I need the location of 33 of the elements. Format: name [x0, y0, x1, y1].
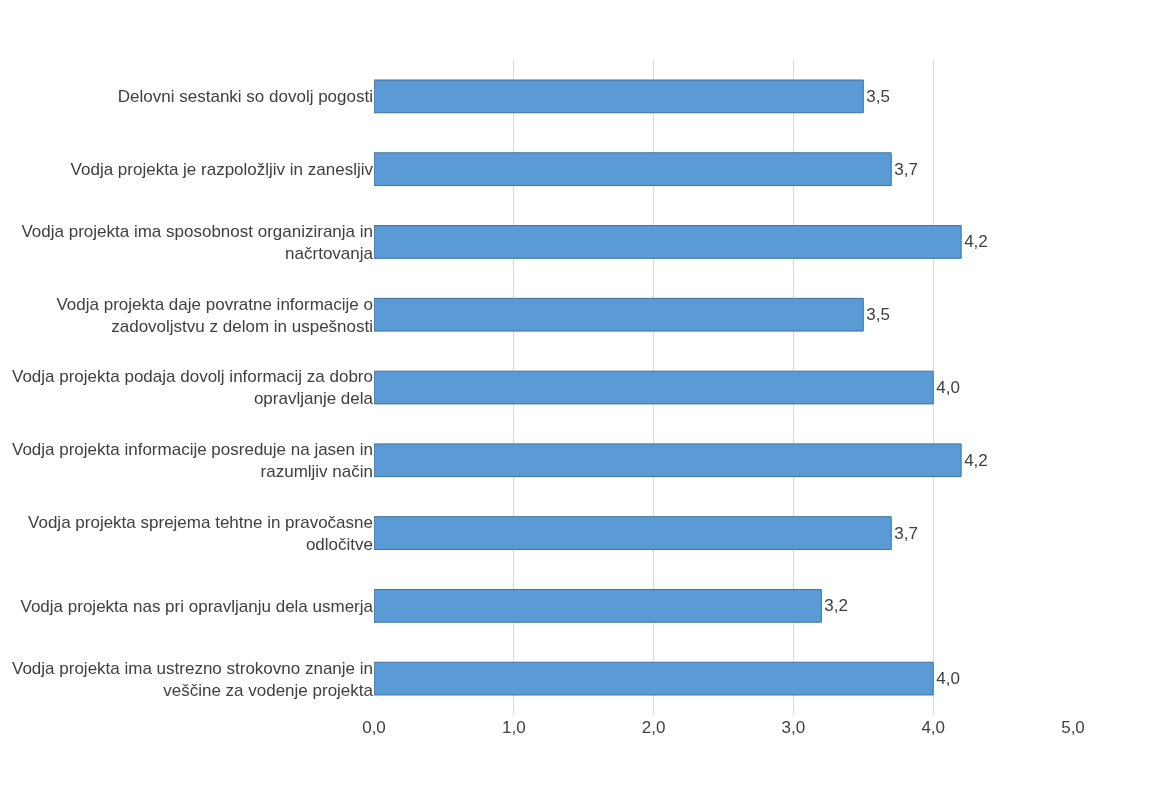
data-label: 3,7 [894, 523, 918, 543]
bar [374, 516, 892, 550]
x-tick-label: 5,0 [1061, 718, 1085, 737]
bar [374, 225, 962, 259]
y-tick-label: Delovni sestanki so dovolj pogosti [117, 87, 373, 107]
bar [374, 370, 934, 405]
bar [374, 297, 864, 332]
bar [374, 588, 822, 623]
data-label: 3,5 [866, 86, 890, 106]
bar [374, 443, 962, 478]
bar [374, 152, 892, 187]
y-tick-label: Vodja projekta ima sposobnost organiziranja in načrtovanja [21, 221, 374, 263]
data-label: 4,2 [964, 232, 988, 252]
y-tick-label: Vodja projekta sprejema tehtne in pravočasne odločitve [28, 512, 373, 555]
x-tick-label: 4,0 [921, 718, 946, 737]
y-tick-label: Vodja projekta nas pri opravljanju dela usmerja [20, 596, 374, 616]
y-tick-label: Vodja projekta ima ustrezno strokovno znanje in veščine za vodenje projekta [12, 658, 374, 700]
x-tick-label: 2,0 [641, 718, 666, 737]
y-tick-label: Vodja projekta podaja dovolj informacij za dobro opravljanje dela [11, 367, 374, 409]
data-label: 4,2 [964, 450, 988, 470]
data-label: 4,0 [936, 378, 960, 398]
data-label: 3,7 [894, 159, 918, 179]
x-tick-label: 1,0 [501, 718, 526, 737]
y-tick-label: Vodja projekta informacije posreduje na jasen in razumljiv način [11, 440, 373, 482]
x-tick-label: 0,0 [362, 718, 386, 737]
x-tick-label: 3,0 [781, 718, 806, 737]
y-tick-label: Vodja projekta je razpoložljiv in zanesljiv [70, 160, 374, 180]
data-label: 4,0 [936, 669, 960, 689]
bar [374, 661, 934, 696]
data-label: 3,5 [866, 305, 890, 325]
y-tick-label: Vodja projekta daje povratne informacije o zadovoljstvu z delom in uspešnosti [56, 294, 373, 336]
data-label: 3,2 [824, 596, 848, 616]
bar [374, 79, 864, 114]
